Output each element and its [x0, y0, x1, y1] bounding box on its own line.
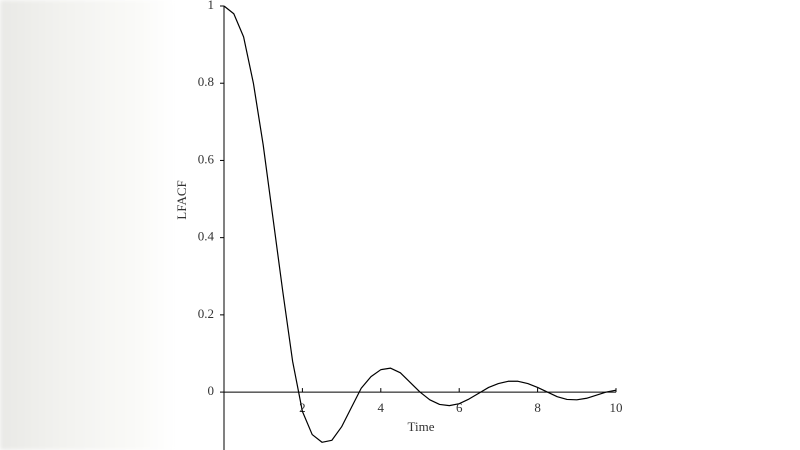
- x-tick-label: 6: [456, 400, 463, 415]
- y-axis-label: LFACF: [174, 180, 189, 220]
- y-tick-label: 0.2: [198, 306, 214, 321]
- y-tick-label: 0.8: [198, 74, 214, 89]
- x-tick-label: 4: [378, 400, 385, 415]
- y-tick-label: 1: [208, 0, 215, 12]
- x-tick-label: 8: [534, 400, 541, 415]
- y-tick-label: 0: [208, 383, 215, 398]
- y-tick-label: 0.4: [198, 229, 215, 244]
- line: [223, 5, 617, 443]
- x-axis-label: Time: [408, 419, 435, 434]
- blurred-background: [0, 0, 175, 450]
- x-tick-label: 2: [299, 400, 306, 415]
- y-tick-label: 0.6: [198, 151, 215, 166]
- x-tick-label: 10: [610, 400, 623, 415]
